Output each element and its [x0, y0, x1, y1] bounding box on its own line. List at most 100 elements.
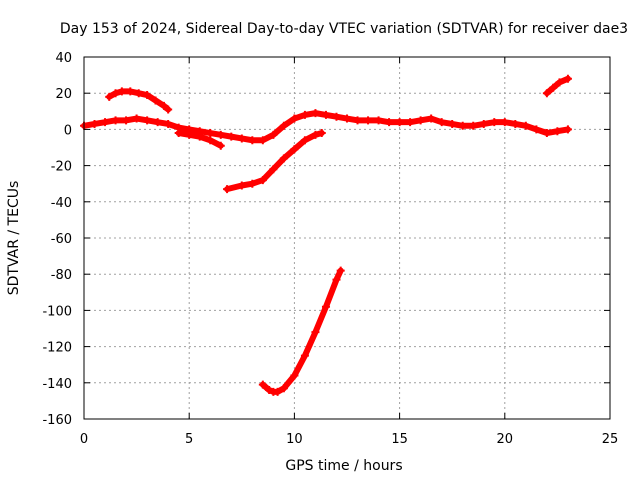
- data-point: [273, 387, 282, 396]
- series-deep-arc-8-5-12-2h: [258, 266, 345, 396]
- data-point: [437, 118, 446, 127]
- data-point: [317, 129, 326, 138]
- data-point: [395, 118, 404, 127]
- data-point: [195, 132, 204, 141]
- plot-frame: [83, 56, 611, 420]
- data-point: [332, 275, 341, 284]
- data-point: [216, 141, 225, 150]
- data-point: [290, 145, 299, 154]
- chart-title: Day 153 of 2024, Sidereal Day-to-day VTE…: [60, 21, 628, 37]
- data-point: [248, 136, 257, 145]
- data-point: [134, 89, 143, 98]
- data-point: [479, 119, 488, 128]
- data-point: [105, 92, 114, 101]
- series-line: [543, 75, 571, 97]
- data-point: [555, 78, 564, 87]
- grid-lines: [84, 57, 610, 419]
- data-point: [311, 130, 320, 139]
- series-line: [224, 130, 325, 193]
- x-tick-label: 5: [185, 432, 193, 447]
- y-axis-label: SDTVAR / TECUs: [6, 181, 22, 296]
- data-point: [332, 112, 341, 121]
- data-point: [269, 165, 278, 174]
- axis-ticks: 0 5 10 15 20 25 40 20 0 -20 -40 -60 -80 -100 -120 -140 -…: [42, 51, 618, 447]
- data-point: [469, 121, 478, 130]
- y-tick-label: -40: [51, 196, 72, 211]
- y-tick-label: -20: [51, 160, 72, 175]
- data-point: [311, 109, 320, 118]
- y-tick-label: -160: [42, 413, 72, 428]
- data-point: [248, 179, 257, 188]
- data-point: [532, 125, 541, 134]
- data-point: [279, 154, 288, 163]
- data-point: [290, 114, 299, 123]
- data-point: [279, 121, 288, 130]
- data-point: [237, 181, 246, 190]
- data-point: [269, 130, 278, 139]
- y-tick-label: 0: [64, 123, 72, 138]
- y-tick-label: -120: [42, 341, 72, 356]
- data-point: [321, 302, 330, 311]
- y-tick-label: -80: [51, 268, 72, 283]
- data-point: [458, 121, 467, 130]
- data-point: [185, 130, 194, 139]
- data-point: [117, 87, 126, 96]
- series-rising-arc-6-8-11-3h: [223, 129, 326, 194]
- x-tick-label: 0: [80, 432, 88, 447]
- data-point: [111, 116, 120, 125]
- data-point: [223, 185, 232, 194]
- data-point: [265, 386, 274, 395]
- y-tick-label: 40: [55, 51, 72, 66]
- data-point: [122, 116, 131, 125]
- data-point: [321, 110, 330, 119]
- data-point: [279, 384, 288, 393]
- x-tick-label: 20: [497, 432, 514, 447]
- series-short-arc-22h: [542, 74, 572, 98]
- series-line: [259, 267, 344, 395]
- data-points: [80, 74, 572, 396]
- x-tick-label: 15: [391, 432, 408, 447]
- data-point: [311, 328, 320, 337]
- data-point: [563, 74, 572, 83]
- data-point: [374, 116, 383, 125]
- data-point: [206, 136, 215, 145]
- data-point: [300, 136, 309, 145]
- y-tick-label: -140: [42, 377, 72, 392]
- data-point: [416, 116, 425, 125]
- data-point: [563, 125, 572, 134]
- data-point: [353, 116, 362, 125]
- data-point: [132, 114, 141, 123]
- data-point: [90, 119, 99, 128]
- data-point: [164, 105, 173, 114]
- data-point: [300, 351, 309, 360]
- data-point: [111, 89, 120, 98]
- data-point: [490, 118, 499, 127]
- data-point: [153, 118, 162, 127]
- data-point: [553, 127, 562, 136]
- x-axis-label: GPS time / hours: [285, 458, 402, 474]
- data-point: [159, 101, 168, 110]
- data-point: [542, 129, 551, 138]
- data-point: [151, 96, 160, 105]
- data-point: [343, 114, 351, 123]
- data-point: [126, 87, 135, 96]
- data-point: [521, 121, 530, 130]
- data-point: [143, 116, 152, 125]
- data-point: [511, 119, 520, 128]
- y-tick-label: -60: [51, 232, 72, 247]
- data-point: [549, 83, 558, 92]
- data-point: [101, 118, 110, 127]
- y-tick-label: -100: [42, 304, 72, 319]
- data-point: [258, 136, 267, 145]
- data-point: [143, 91, 152, 100]
- data-point: [290, 371, 299, 380]
- data-point: [237, 134, 246, 143]
- data-point: [258, 176, 267, 185]
- data-point: [448, 119, 457, 128]
- data-point: [174, 129, 183, 138]
- data-point: [500, 118, 509, 127]
- data-point: [336, 266, 345, 275]
- data-point: [364, 116, 373, 125]
- data-point: [406, 118, 415, 127]
